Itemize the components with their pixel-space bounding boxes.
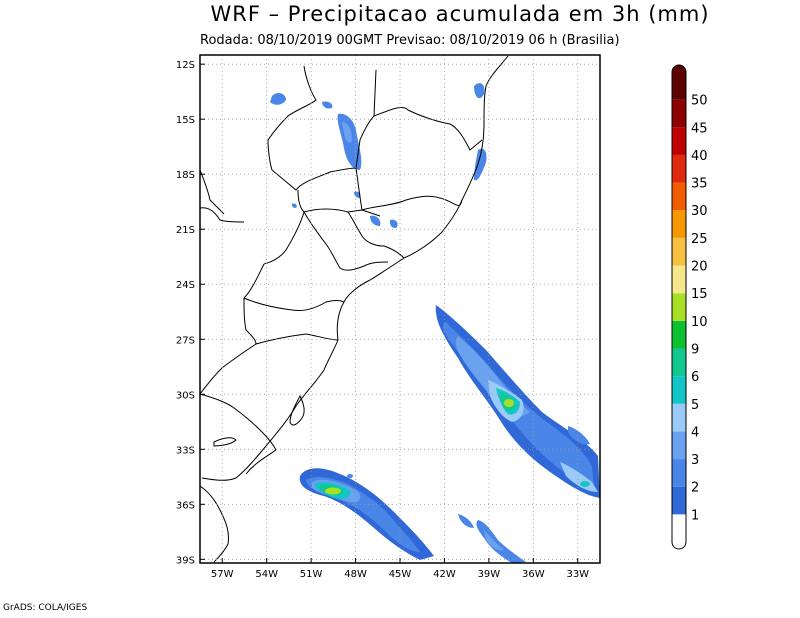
colorbar-label: 1 [691,508,699,523]
political-borders [200,55,509,563]
colorbar-label: 25 [691,232,708,247]
colorbar-label: 15 [691,287,708,302]
precip-cells-south [458,514,526,563]
colorbar-swatch [672,348,686,377]
graticule [200,55,600,563]
colorbar-swatch [672,431,686,460]
lat-label: 33S [176,445,195,456]
brazil-east-coast [201,55,509,481]
colorbar-swatch [672,265,686,294]
state-borders [200,65,483,475]
lat-label: 24S [176,280,195,291]
colorbar-outline [671,64,687,550]
colorbar-bottom-cap [672,542,686,549]
precip-band-east [435,305,600,498]
colorbar-swatch [672,293,686,321]
lat-label: 18S [176,170,195,181]
colorbar-label: 40 [691,149,708,164]
colorbar-label: 35 [691,177,708,192]
lon-label: 57W [211,569,234,580]
lon-label: 45W [389,569,412,580]
colorbar-swatch [672,210,686,238]
colorbar-swatch [672,127,686,155]
lat-label: 36S [176,500,195,511]
lat-label: 12S [176,60,195,71]
colorbar-swatch [672,486,686,515]
colorbar-top-cap [672,65,686,72]
colorbar-swatch [672,514,686,542]
colorbar-label: 4 [691,425,699,440]
precipitation-field [270,83,600,563]
colorbar-label: 3 [691,453,699,468]
credit-label: GrADS: COLA/IGES [3,603,88,613]
lon-label: 42W [433,569,456,580]
colorbar-label: 30 [691,204,708,219]
lon-label: 48W [344,569,367,580]
colorbar-swatch [672,72,686,100]
colorbar-swatch [672,99,686,128]
argentina-coast [200,485,229,563]
map-title: WRF – Precipitacao acumulada em 3h (mm) [210,2,710,26]
colorbar-swatch [672,320,686,349]
lon-label: 51W [300,569,323,580]
colorbar-swatch [672,403,686,432]
lon-label: 33W [566,569,589,580]
lat-label: 30S [176,390,195,401]
colorbar-label: 2 [691,481,699,496]
lat-label: 27S [176,335,195,346]
lon-label: 54W [255,569,278,580]
colorbar-swatch [672,459,686,487]
run-info-subtitle: Rodada: 08/10/2019 00GMT Previsao: 08/10… [200,33,620,48]
rio-de-la-plata [213,437,237,447]
lat-label: 15S [176,115,195,126]
colorbar-swatch [672,376,686,404]
latitude-labels: 12S 15S 18S 21S 24S 27S 30S 33S 36S 39S [176,60,205,566]
lagoa-dos-patos [289,394,305,426]
colorbar-label: 45 [691,121,708,136]
lon-label: 36W [522,569,545,580]
colorbar-label: 50 [691,94,708,109]
lon-label: 39W [478,569,501,580]
colorbar-label: 5 [691,398,699,413]
colorbar-swatch [672,154,686,183]
colorbar-swatch [672,237,686,266]
precip-band-southwest [299,468,434,560]
colorbar-label: 20 [691,260,708,275]
colorbar-label: 6 [691,370,699,385]
colorbar-label: 9 [691,342,699,357]
colorbar-swatch [672,182,686,211]
lat-label: 39S [176,555,195,566]
colorbar-label: 10 [691,315,708,330]
lat-label: 21S [176,225,195,236]
longitude-labels: 57W 54W 51W 48W 45W 42W 39W 36W 33W [211,558,589,580]
